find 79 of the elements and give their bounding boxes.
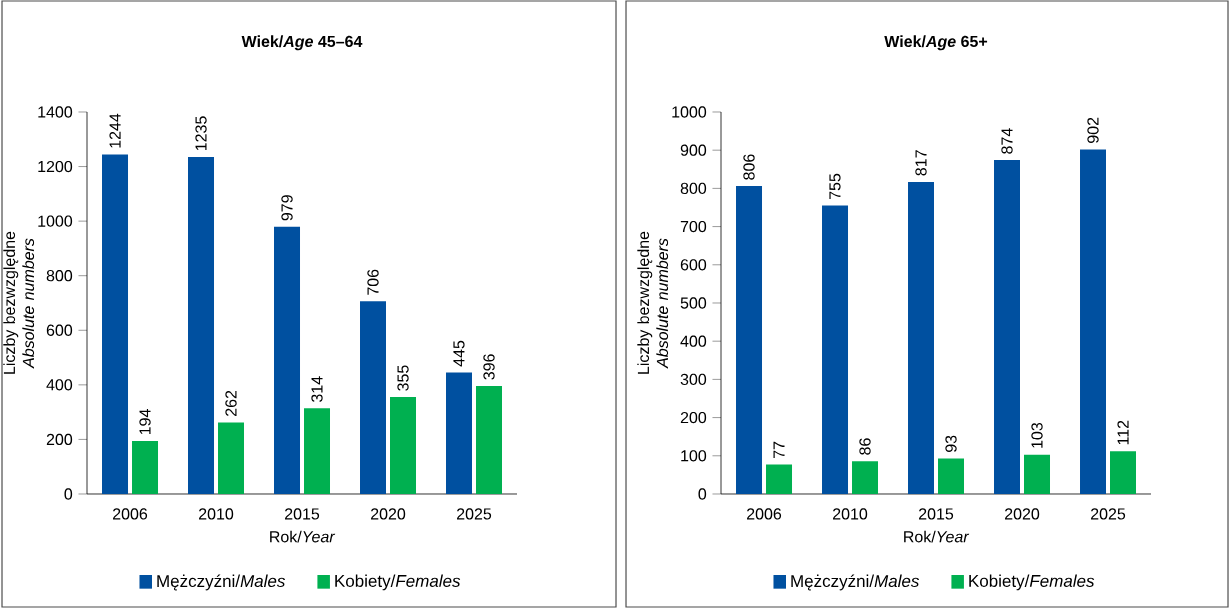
x-axis-title: Rok/Year <box>904 530 970 543</box>
data-label: 755 <box>829 173 841 200</box>
data-label: 706 <box>367 269 379 295</box>
chart-title: Wiek/Age 65+ <box>884 35 988 51</box>
data-label: 355 <box>397 365 409 391</box>
bar <box>304 408 330 494</box>
bar <box>994 160 1020 494</box>
x-tick-label: 2025 <box>1091 508 1126 520</box>
x-tick-label: 2006 <box>747 508 782 520</box>
legend-label: Kobiety/Females <box>335 574 461 591</box>
legend-label: Kobiety/Females <box>969 574 1095 591</box>
data-label: 1244 <box>109 113 121 148</box>
y-tick-label: 500 <box>680 297 707 309</box>
y-tick-label: 400 <box>46 379 73 391</box>
data-label: 979 <box>281 195 293 221</box>
data-label: 806 <box>743 154 755 180</box>
y-axis-title: Liczby bezwzględne Absolute numbers <box>3 231 35 374</box>
bar <box>360 301 386 494</box>
x-tick-label: 2010 <box>199 508 234 520</box>
y-tick-label: 600 <box>46 324 73 336</box>
y-tick-label: 200 <box>46 433 73 446</box>
y-tick-label: 700 <box>680 220 707 233</box>
bar <box>1024 454 1051 494</box>
y-tick-label: 900 <box>680 144 707 156</box>
x-tick-label: 2020 <box>1005 508 1040 520</box>
legend-label: Mężczyźni/Males <box>157 574 286 591</box>
data-label: 262 <box>225 390 237 416</box>
y-tick-label: 600 <box>680 259 707 271</box>
data-label: 103 <box>1031 422 1043 448</box>
bar <box>390 397 416 494</box>
data-label: 874 <box>1001 128 1013 154</box>
bar <box>218 422 244 494</box>
legend-label: Mężczyźni/Males <box>791 574 920 591</box>
bar <box>132 441 159 494</box>
bar <box>102 154 129 494</box>
data-label: 396 <box>483 354 495 380</box>
y-tick-label: 800 <box>46 270 73 282</box>
x-tick-label: 2020 <box>371 508 406 520</box>
data-label: 445 <box>453 340 465 367</box>
data-label: 194 <box>139 409 151 435</box>
bar <box>1080 149 1106 494</box>
x-tick-label: 2025 <box>457 508 492 520</box>
y-axis-title: Liczby bezwzględne Absolute numbers <box>637 231 669 374</box>
x-tick-label: 2010 <box>833 508 868 520</box>
y-tick-label: 1000 <box>38 215 73 227</box>
y-tick-label: 300 <box>680 373 707 386</box>
bar <box>188 157 215 494</box>
y-tick-label: 100 <box>681 450 707 462</box>
bar <box>852 461 879 494</box>
data-label: 314 <box>311 376 323 402</box>
data-label: 817 <box>915 150 927 176</box>
bar <box>766 464 793 494</box>
data-label: 902 <box>1087 117 1099 143</box>
x-tick-label: 2015 <box>285 508 320 520</box>
y-tick-label: 1000 <box>672 106 707 118</box>
x-tick-label: 2015 <box>919 508 954 520</box>
data-label: 1235 <box>195 116 207 151</box>
x-axis-title: Rok/Year <box>270 530 336 543</box>
bar <box>736 186 763 494</box>
data-label: 112 <box>1117 420 1129 445</box>
data-label: 93 <box>945 435 957 452</box>
bar <box>938 458 965 494</box>
data-label: 86 <box>859 438 871 455</box>
y-tick-label: 1200 <box>38 160 73 173</box>
y-tick-label: 0 <box>698 488 707 500</box>
bar <box>476 385 502 494</box>
y-tick-label: 800 <box>680 182 707 195</box>
y-tick-label: 0 <box>64 488 73 500</box>
bar <box>274 226 301 494</box>
bar <box>1110 451 1137 494</box>
bar <box>908 181 934 494</box>
chart-title: Wiek/Age 45–64 <box>241 35 363 51</box>
y-tick-label: 1400 <box>38 106 73 118</box>
y-tick-label: 200 <box>680 411 707 424</box>
bar <box>446 372 472 494</box>
bar <box>822 205 849 494</box>
y-tick-label: 400 <box>680 335 707 347</box>
x-tick-label: 2006 <box>113 508 148 520</box>
data-label: 77 <box>773 441 785 459</box>
